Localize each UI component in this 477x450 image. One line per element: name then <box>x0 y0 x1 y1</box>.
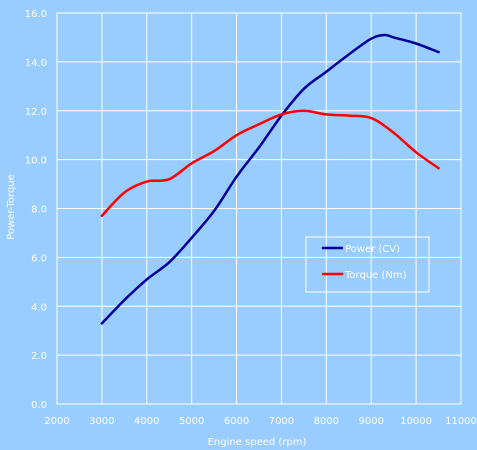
series-lines <box>100 33 440 325</box>
y-axis-title: Power-Torque <box>6 174 17 240</box>
y-tick-label: 6.0 <box>31 253 47 264</box>
x-tick-label: 8000 <box>314 416 339 427</box>
x-tick-label: 10000 <box>400 416 432 427</box>
x-tick-label: 9000 <box>358 416 383 427</box>
gridlines <box>56 12 462 405</box>
legend-label-power: Power (CV) <box>345 244 400 255</box>
y-tick-label: 2.0 <box>31 351 47 362</box>
x-tick-label: 7000 <box>269 416 294 427</box>
legend[interactable]: Power (CV) Torque (Nm) <box>305 236 430 293</box>
tick-labels: 2000 3000 4000 5000 6000 7000 8000 9000 10000 110… <box>25 9 477 427</box>
torque-series-line <box>100 109 440 218</box>
x-axis-title: Engine speed (rpm) <box>208 437 307 448</box>
legend-label-torque: Torque (Nm) <box>344 270 407 281</box>
y-tick-label: 8.0 <box>31 205 47 216</box>
x-tick-label: 4000 <box>134 416 159 427</box>
x-tick-label: 3000 <box>89 416 114 427</box>
x-tick-label: 6000 <box>224 416 249 427</box>
y-tick-label: 10.0 <box>25 156 47 167</box>
x-tick-label: 11000 <box>445 416 477 427</box>
legend-box <box>305 236 430 293</box>
plot-area <box>56 12 462 405</box>
y-tick-label: 12.0 <box>25 107 47 118</box>
y-tick-label: 4.0 <box>31 302 47 313</box>
y-tick-label: 14.0 <box>25 58 47 69</box>
x-tick-label: 5000 <box>179 416 204 427</box>
y-tick-label: 0.0 <box>31 400 47 411</box>
x-tick-label: 2000 <box>44 416 69 427</box>
y-tick-label: 16.0 <box>25 9 47 20</box>
